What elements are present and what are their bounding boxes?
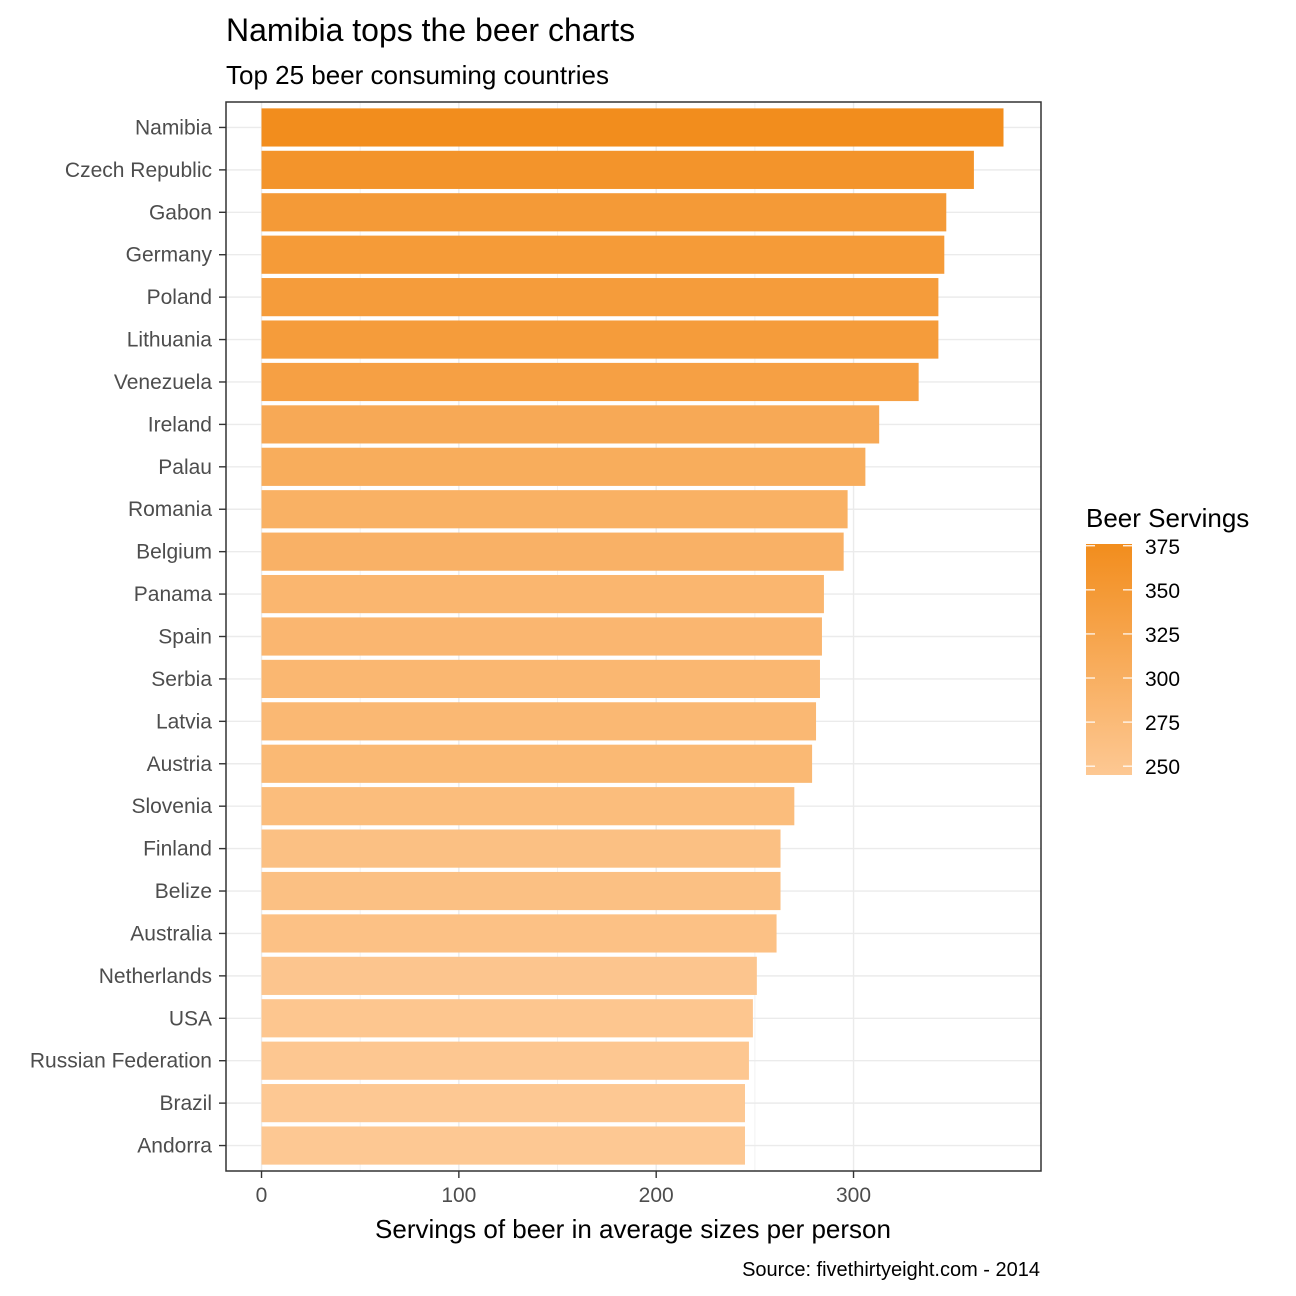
bar <box>261 574 824 614</box>
legend-label: 275 <box>1145 712 1180 735</box>
y-tick-label: Belize <box>155 880 212 903</box>
y-axis: Namibia Czech Republic Gabon Germany Poland L… <box>30 116 226 1158</box>
bar <box>261 405 880 444</box>
chart-title: Namibia tops the beer charts <box>226 12 635 48</box>
bar <box>261 914 777 953</box>
legend: Beer Servings 375 350 325 300 275 250 <box>1086 503 1249 779</box>
legend-label: 325 <box>1145 624 1180 647</box>
y-tick-label: Netherlands <box>99 965 212 988</box>
y-tick-label: Brazil <box>159 1092 212 1115</box>
y-tick-label: Czech Republic <box>65 159 212 182</box>
chart-subtitle: Top 25 beer consuming countries <box>226 60 609 90</box>
legend-title: Beer Servings <box>1086 503 1249 533</box>
y-tick-label: Germany <box>126 244 213 267</box>
bar <box>261 617 822 656</box>
y-tick-label: Spain <box>158 626 212 649</box>
y-tick-label: Andorra <box>137 1135 212 1158</box>
y-tick-label: Venezuela <box>114 371 212 394</box>
y-tick-label: Australia <box>130 922 212 945</box>
y-tick-label: Russian Federation <box>30 1050 212 1073</box>
bar <box>261 871 781 911</box>
y-tick-label: Ireland <box>148 413 212 436</box>
bar <box>261 659 820 699</box>
y-tick-label: Romania <box>128 498 212 521</box>
y-tick-label: Palau <box>158 456 212 479</box>
x-tick-label: 100 <box>441 1184 476 1207</box>
bar <box>261 1126 745 1165</box>
y-tick-label: Slovenia <box>131 795 212 818</box>
legend-ticks: 375 350 325 300 275 250 <box>1086 536 1180 779</box>
bar <box>261 1084 745 1123</box>
y-tick-label: Latvia <box>156 710 212 733</box>
bar <box>261 447 866 486</box>
bar <box>261 490 848 529</box>
bar <box>261 829 781 868</box>
bar <box>261 999 753 1038</box>
y-tick-label: Gabon <box>149 201 212 224</box>
bar <box>261 787 795 826</box>
x-tick-label: 300 <box>836 1184 871 1207</box>
x-axis-title: Servings of beer in average sizes per pe… <box>375 1214 891 1244</box>
legend-label: 375 <box>1145 536 1180 559</box>
bar <box>261 702 817 741</box>
x-axis: 0 100 200 300 <box>256 1171 871 1207</box>
y-tick-label: Finland <box>143 838 212 861</box>
bar <box>261 320 939 359</box>
bar <box>261 235 945 274</box>
y-tick-label: Serbia <box>151 668 212 691</box>
legend-label: 300 <box>1145 668 1180 691</box>
y-tick-label: Lithuania <box>127 329 213 352</box>
bar <box>261 193 947 232</box>
y-tick-label: Poland <box>147 286 212 309</box>
x-tick-label: 0 <box>256 1184 268 1207</box>
bar <box>261 108 1004 147</box>
bar <box>261 362 919 402</box>
bar <box>261 1041 749 1080</box>
legend-label: 250 <box>1145 756 1180 779</box>
bar <box>261 150 974 189</box>
legend-colorbar <box>1086 544 1132 775</box>
y-tick-label: Austria <box>147 753 213 776</box>
bar <box>261 278 939 317</box>
bar <box>261 744 813 783</box>
bars <box>261 108 1004 1165</box>
y-tick-label: Namibia <box>135 116 212 139</box>
y-tick-label: Belgium <box>136 541 212 564</box>
chart-caption: Source: fivethirtyeight.com - 2014 <box>742 1259 1040 1281</box>
y-tick-label: USA <box>169 1007 212 1030</box>
legend-label: 350 <box>1145 580 1180 603</box>
bar <box>261 532 844 571</box>
x-tick-label: 200 <box>639 1184 674 1207</box>
y-tick-label: Panama <box>134 583 213 606</box>
bar <box>261 956 757 995</box>
